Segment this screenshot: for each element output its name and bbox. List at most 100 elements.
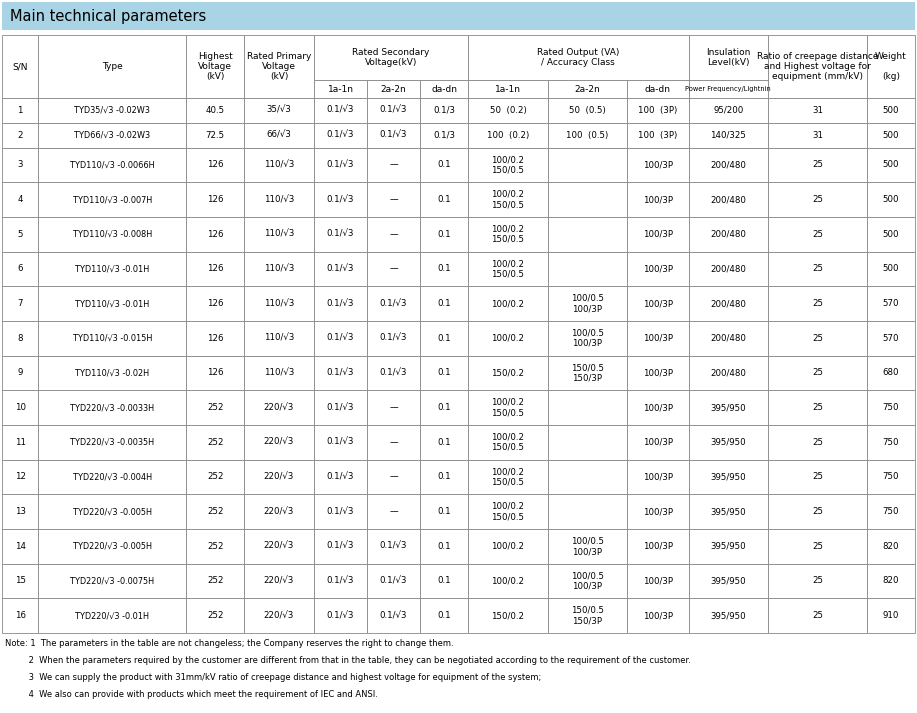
Text: 0.1/√3: 0.1/√3 — [326, 160, 354, 170]
Bar — [768, 183, 867, 217]
Text: 570: 570 — [883, 299, 900, 308]
Bar — [627, 529, 689, 564]
Bar — [627, 98, 689, 123]
Bar — [768, 98, 867, 123]
Bar — [547, 321, 627, 356]
Text: 126: 126 — [207, 195, 224, 204]
Bar — [469, 564, 547, 598]
Bar — [244, 529, 314, 564]
Bar — [39, 123, 186, 148]
Bar — [186, 183, 244, 217]
Bar — [547, 80, 627, 98]
Text: 395/950: 395/950 — [711, 542, 746, 551]
Text: 0.1/√3: 0.1/√3 — [326, 265, 354, 273]
Text: 220/√3: 220/√3 — [264, 403, 294, 412]
Text: 0.1/√3: 0.1/√3 — [326, 611, 354, 620]
Text: 200/480: 200/480 — [711, 195, 746, 204]
Text: —: — — [389, 473, 398, 481]
Text: 220/√3: 220/√3 — [264, 473, 294, 481]
Text: da-dn: da-dn — [431, 85, 457, 93]
Bar — [244, 564, 314, 598]
Text: 100/0.2
150/0.5: 100/0.2 150/0.5 — [492, 433, 525, 452]
Text: 100/0.2
150/0.5: 100/0.2 150/0.5 — [492, 467, 525, 487]
Bar — [689, 598, 768, 633]
Bar — [244, 425, 314, 460]
Text: Highest
Voltage
(kV): Highest Voltage (kV) — [198, 51, 233, 81]
Text: TYD220/√3 -0.004H: TYD220/√3 -0.004H — [72, 473, 152, 481]
Bar — [547, 123, 627, 148]
Bar — [314, 286, 367, 321]
Bar — [39, 217, 186, 252]
Bar — [244, 148, 314, 183]
Bar — [867, 148, 915, 183]
Bar — [186, 286, 244, 321]
Bar — [367, 564, 420, 598]
Text: 100/3P: 100/3P — [643, 577, 673, 585]
Text: 252: 252 — [207, 507, 224, 516]
Text: 110/√3: 110/√3 — [264, 265, 294, 273]
Text: 25: 25 — [812, 160, 823, 170]
Bar — [547, 529, 627, 564]
Text: 0.1: 0.1 — [437, 334, 451, 343]
Text: 100  (0.5): 100 (0.5) — [567, 130, 609, 140]
Bar — [420, 252, 469, 286]
Text: 395/950: 395/950 — [711, 403, 746, 412]
Text: 110/√3: 110/√3 — [264, 195, 294, 204]
Bar — [627, 598, 689, 633]
Bar — [367, 286, 420, 321]
Text: 820: 820 — [883, 577, 900, 585]
Text: 0.1/√3: 0.1/√3 — [326, 577, 354, 585]
Bar — [314, 390, 367, 425]
Bar — [867, 217, 915, 252]
Text: TYD110/√3 -0.015H: TYD110/√3 -0.015H — [72, 334, 152, 343]
Bar — [39, 460, 186, 494]
Text: 25: 25 — [812, 230, 823, 239]
Bar — [244, 321, 314, 356]
Bar — [367, 390, 420, 425]
Bar — [244, 286, 314, 321]
Bar — [367, 321, 420, 356]
Text: 0.1: 0.1 — [437, 507, 451, 516]
Bar — [186, 564, 244, 598]
Bar — [689, 390, 768, 425]
Text: TYD110/√3 -0.007H: TYD110/√3 -0.007H — [72, 195, 152, 204]
Bar — [314, 494, 367, 529]
Text: 3  We can supply the product with 31mm/kV ratio of creepage distance and highest: 3 We can supply the product with 31mm/kV… — [5, 673, 541, 682]
Text: 25: 25 — [812, 195, 823, 204]
Text: 150/0.5
150/3P: 150/0.5 150/3P — [571, 363, 604, 383]
Text: 100/0.2: 100/0.2 — [492, 334, 525, 343]
Text: 100/0.2
150/0.5: 100/0.2 150/0.5 — [492, 502, 525, 521]
Text: 395/950: 395/950 — [711, 507, 746, 516]
Text: Main technical parameters: Main technical parameters — [10, 9, 206, 24]
Bar — [867, 98, 915, 123]
Text: 100/0.2: 100/0.2 — [492, 542, 525, 551]
Text: 500: 500 — [883, 160, 900, 170]
Bar — [768, 425, 867, 460]
Bar — [186, 356, 244, 390]
Bar — [314, 123, 367, 148]
Bar — [768, 286, 867, 321]
Text: 0.1/√3: 0.1/√3 — [326, 106, 354, 115]
Bar — [627, 564, 689, 598]
Text: 220/√3: 220/√3 — [264, 542, 294, 551]
Bar — [627, 425, 689, 460]
Text: 252: 252 — [207, 403, 224, 412]
Bar — [314, 425, 367, 460]
Text: 110/√3: 110/√3 — [264, 369, 294, 377]
Text: 252: 252 — [207, 577, 224, 585]
Text: TYD220/√3 -0.0035H: TYD220/√3 -0.0035H — [70, 438, 154, 447]
Bar — [627, 80, 689, 98]
Text: 12: 12 — [15, 473, 26, 481]
Text: 100/3P: 100/3P — [643, 195, 673, 204]
Bar — [186, 425, 244, 460]
Text: 13: 13 — [15, 507, 26, 516]
Bar — [469, 98, 547, 123]
Text: —: — — [389, 403, 398, 412]
Bar — [2, 148, 39, 183]
Text: 500: 500 — [883, 265, 900, 273]
Bar — [2, 286, 39, 321]
Bar — [469, 460, 547, 494]
Bar — [186, 123, 244, 148]
Bar — [689, 183, 768, 217]
Text: 66/√3: 66/√3 — [267, 130, 292, 140]
